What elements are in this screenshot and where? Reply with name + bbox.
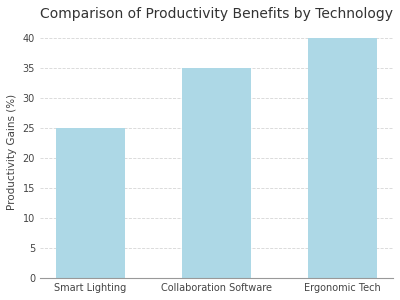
Bar [182, 68, 251, 278]
Title: Comparison of Productivity Benefits by Technology: Comparison of Productivity Benefits by T… [40, 7, 393, 21]
Bar [56, 128, 125, 278]
Bar [308, 38, 377, 278]
Y-axis label: Productivity Gains (%): Productivity Gains (%) [7, 94, 17, 210]
